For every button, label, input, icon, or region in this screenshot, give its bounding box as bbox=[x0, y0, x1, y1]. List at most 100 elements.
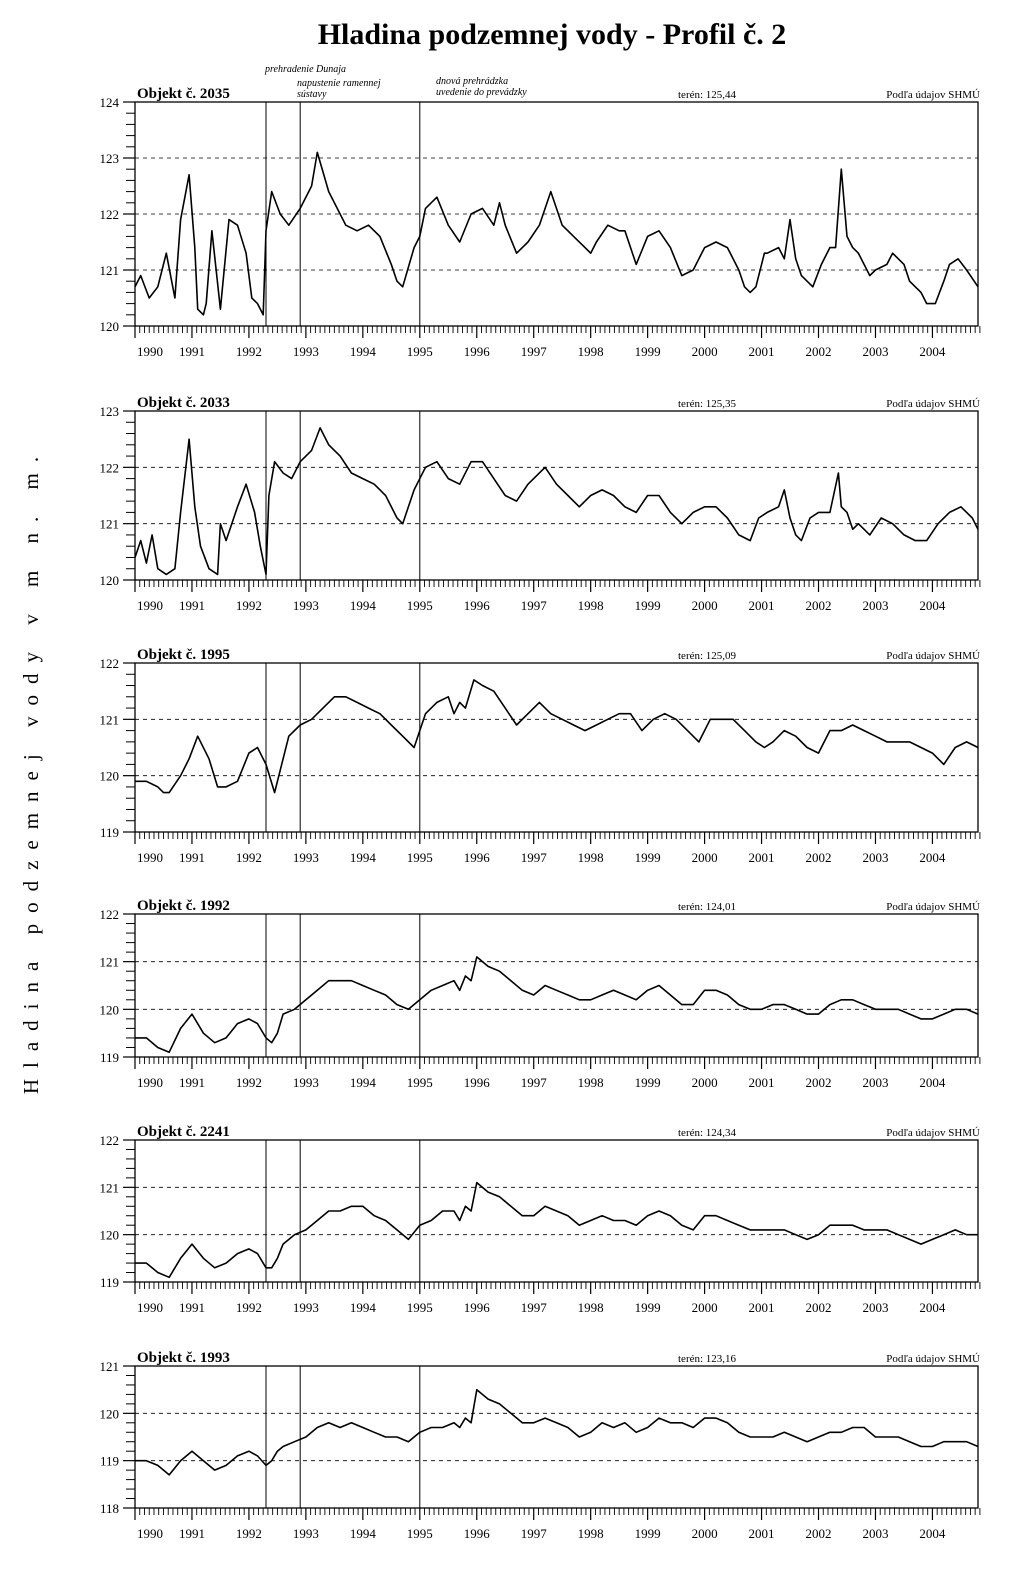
y-tick-label: 120 bbox=[100, 319, 120, 334]
panel-2: 120 121 122 123 1990 1991 1992 1993 1994 1995 1996… bbox=[100, 395, 981, 613]
x-tick-label: 1994 bbox=[350, 1526, 377, 1541]
x-tick-label: 2000 bbox=[692, 598, 718, 613]
x-tick-label: 1996 bbox=[464, 1526, 491, 1541]
x-tick-label: 1999 bbox=[635, 1526, 661, 1541]
x-tick-label: 1992 bbox=[236, 1300, 262, 1315]
x-tick-label: 2004 bbox=[919, 1300, 946, 1315]
y-tick-label: 120 bbox=[100, 769, 120, 784]
plot-frame bbox=[134, 101, 979, 327]
x-tick-label: 1990 bbox=[137, 344, 163, 359]
x-tick-label: 1999 bbox=[635, 1075, 661, 1090]
series-line bbox=[135, 1181, 978, 1279]
panel-3: 119 120 121 122 1990 1991 1992 1993 1994 1995 1996… bbox=[100, 647, 981, 865]
x-tick-label: 2000 bbox=[692, 1300, 718, 1315]
x-tick-label: 1990 bbox=[137, 598, 163, 613]
terrain-label: terén: 125,35 bbox=[678, 398, 737, 410]
series-line bbox=[134, 427, 979, 576]
y-tick-label: 120 bbox=[100, 1002, 120, 1017]
x-tick-label: 1994 bbox=[350, 1300, 377, 1315]
source-label: Podľa údajov SHMÚ bbox=[886, 901, 980, 913]
x-tick-label: 2002 bbox=[806, 1075, 832, 1090]
x-tick-label: 1996 bbox=[464, 1075, 491, 1090]
x-tick-label: 2003 bbox=[862, 1075, 888, 1090]
y-tick-label: 122 bbox=[100, 460, 120, 475]
source-label: Podľa údajov SHMÚ bbox=[886, 650, 980, 662]
plot-frame bbox=[134, 1365, 979, 1509]
panel-1: 120 121 122 123 124 1990 1991 1992 1993 1994 1995 1… bbox=[100, 86, 981, 359]
panel-name: Objekt č. 2035 bbox=[137, 86, 230, 102]
x-tick-label: 2002 bbox=[806, 1526, 832, 1541]
x-tick-label: 1998 bbox=[578, 344, 604, 359]
terrain-label: terén: 125,44 bbox=[678, 89, 737, 101]
annotation-line: uvedenie do prevádzky bbox=[436, 87, 527, 98]
x-tick-label: 2003 bbox=[862, 598, 888, 613]
x-tick-label: 1997 bbox=[521, 344, 548, 359]
x-tick-label: 2002 bbox=[806, 1300, 832, 1315]
series-line bbox=[135, 1388, 979, 1476]
x-tick-label: 2001 bbox=[749, 1075, 775, 1090]
x-tick-label: 1999 bbox=[635, 1300, 661, 1315]
x-tick-label: 1995 bbox=[407, 344, 433, 359]
source-label: Podľa údajov SHMÚ bbox=[886, 1353, 980, 1365]
x-tick-label: 1997 bbox=[521, 1075, 548, 1090]
y-tick-label: 123 bbox=[100, 151, 120, 166]
x-tick-label: 1990 bbox=[137, 850, 163, 865]
y-tick-label: 121 bbox=[100, 263, 120, 278]
y-tick-label: 123 bbox=[100, 404, 120, 419]
x-tick-label: 2000 bbox=[692, 344, 718, 359]
x-tick-label: 2001 bbox=[749, 598, 775, 613]
x-tick-label: 1998 bbox=[578, 850, 604, 865]
x-tick-label: 1993 bbox=[293, 344, 319, 359]
x-tick-label: 2002 bbox=[806, 598, 832, 613]
series-line bbox=[135, 679, 979, 794]
x-tick-label: 1990 bbox=[137, 1075, 163, 1090]
x-tick-label: 1995 bbox=[407, 1300, 433, 1315]
plot-frame bbox=[134, 1139, 979, 1283]
panel-5: 119 120 121 122 1990 1991 1992 1993 1994 1995 1996… bbox=[100, 1124, 981, 1315]
x-tick-label: 1997 bbox=[521, 850, 548, 865]
x-tick-label: 1992 bbox=[236, 1075, 262, 1090]
y-tick-label: 119 bbox=[100, 825, 119, 840]
x-tick-label: 1995 bbox=[407, 850, 433, 865]
x-tick-label: 2001 bbox=[749, 344, 775, 359]
x-tick-label: 1997 bbox=[521, 598, 548, 613]
x-tick-label: 2004 bbox=[919, 598, 946, 613]
y-tick-label: 122 bbox=[100, 656, 120, 671]
y-tick-label: 121 bbox=[100, 517, 120, 532]
y-tick-label: 120 bbox=[100, 1228, 120, 1243]
x-tick-label: 1994 bbox=[350, 850, 377, 865]
y-tick-label: 121 bbox=[100, 1359, 120, 1374]
y-tick-label: 122 bbox=[100, 207, 120, 222]
y-tick-label: 121 bbox=[100, 712, 120, 727]
x-tick-label: 1991 bbox=[179, 1075, 205, 1090]
x-tick-label: 1996 bbox=[464, 598, 491, 613]
x-tick-label: 1994 bbox=[350, 1075, 377, 1090]
terrain-label: terén: 124,01 bbox=[678, 901, 736, 913]
y-tick-label: 120 bbox=[100, 573, 120, 588]
x-tick-label: 1999 bbox=[635, 850, 661, 865]
x-tick-label: 1996 bbox=[464, 344, 491, 359]
x-tick-label: 2004 bbox=[919, 850, 946, 865]
y-tick-label: 122 bbox=[100, 907, 120, 922]
x-tick-label: 1993 bbox=[293, 1075, 319, 1090]
x-tick-label: 1996 bbox=[464, 850, 491, 865]
x-tick-label: 1999 bbox=[635, 344, 661, 359]
source-label: Podľa údajov SHMÚ bbox=[886, 1127, 980, 1139]
y-tick-label: 118 bbox=[100, 1501, 119, 1516]
x-tick-label: 1996 bbox=[464, 1300, 491, 1315]
x-tick-label: 2001 bbox=[749, 1300, 775, 1315]
x-tick-label: 1991 bbox=[179, 1300, 205, 1315]
x-tick-label: 1992 bbox=[236, 1526, 262, 1541]
y-tick-label: 119 bbox=[100, 1050, 119, 1065]
terrain-label: terén: 125,09 bbox=[678, 650, 737, 662]
x-tick-label: 1992 bbox=[236, 344, 262, 359]
x-tick-label: 2002 bbox=[806, 850, 832, 865]
x-tick-label: 2000 bbox=[692, 850, 718, 865]
x-tick-label: 2003 bbox=[862, 1300, 888, 1315]
x-tick-label: 1991 bbox=[179, 344, 205, 359]
y-tick-label: 122 bbox=[100, 1133, 120, 1148]
y-tick-label: 119 bbox=[100, 1454, 119, 1469]
annotation-line: napustenie ramennej bbox=[297, 78, 381, 89]
x-tick-label: 1990 bbox=[137, 1526, 163, 1541]
